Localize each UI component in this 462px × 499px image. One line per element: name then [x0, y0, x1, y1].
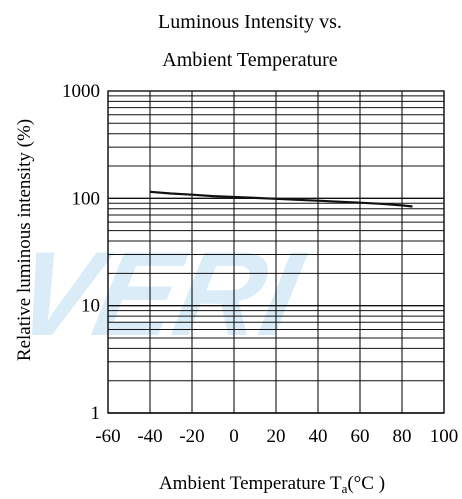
- y-tick-label-3: 1000: [62, 81, 100, 102]
- y-axis-label: Relative luminous intensity (%): [14, 119, 35, 361]
- plot-frame: [107, 90, 445, 414]
- watermark: VERI: [3, 226, 314, 360]
- x-axis-label-subscript: a: [342, 481, 348, 496]
- chart-title-line-2: Ambient Temperature: [162, 49, 338, 71]
- x-tick-label-6: 60: [351, 426, 370, 447]
- x-axis-label: Ambient Temperature Ta(°C ): [159, 473, 385, 496]
- series-layer: [149, 190, 413, 208]
- x-tick-label-8: 100: [430, 426, 459, 447]
- y-tick-labels: 1 10 100 1000: [62, 81, 100, 424]
- x-tick-label-3: 0: [229, 426, 239, 447]
- y-tick-label-1: 10: [81, 296, 100, 317]
- x-tick-label-2: -20: [179, 426, 204, 447]
- x-tick-label-7: 80: [393, 426, 412, 447]
- x-tick-labels: -60 -40 -20 0 20 40 60 80 100: [95, 426, 458, 447]
- plot-area: [107, 90, 445, 414]
- y-tick-label-0: 1: [91, 403, 101, 424]
- chart-title-line-1: Luminous Intensity vs.: [158, 11, 342, 33]
- x-tick-label-0: -60: [95, 426, 120, 447]
- x-tick-label-1: -40: [137, 426, 162, 447]
- grid-horizontal: [108, 95, 444, 414]
- x-tick-label-4: 20: [267, 426, 286, 447]
- x-tick-label-5: 40: [309, 426, 328, 447]
- series-line-0: [149, 190, 413, 208]
- x-axis-label-unit: (°C ): [347, 473, 385, 494]
- y-tick-label-2: 100: [72, 188, 101, 209]
- x-axis-label-main: Ambient Temperature T: [159, 473, 342, 494]
